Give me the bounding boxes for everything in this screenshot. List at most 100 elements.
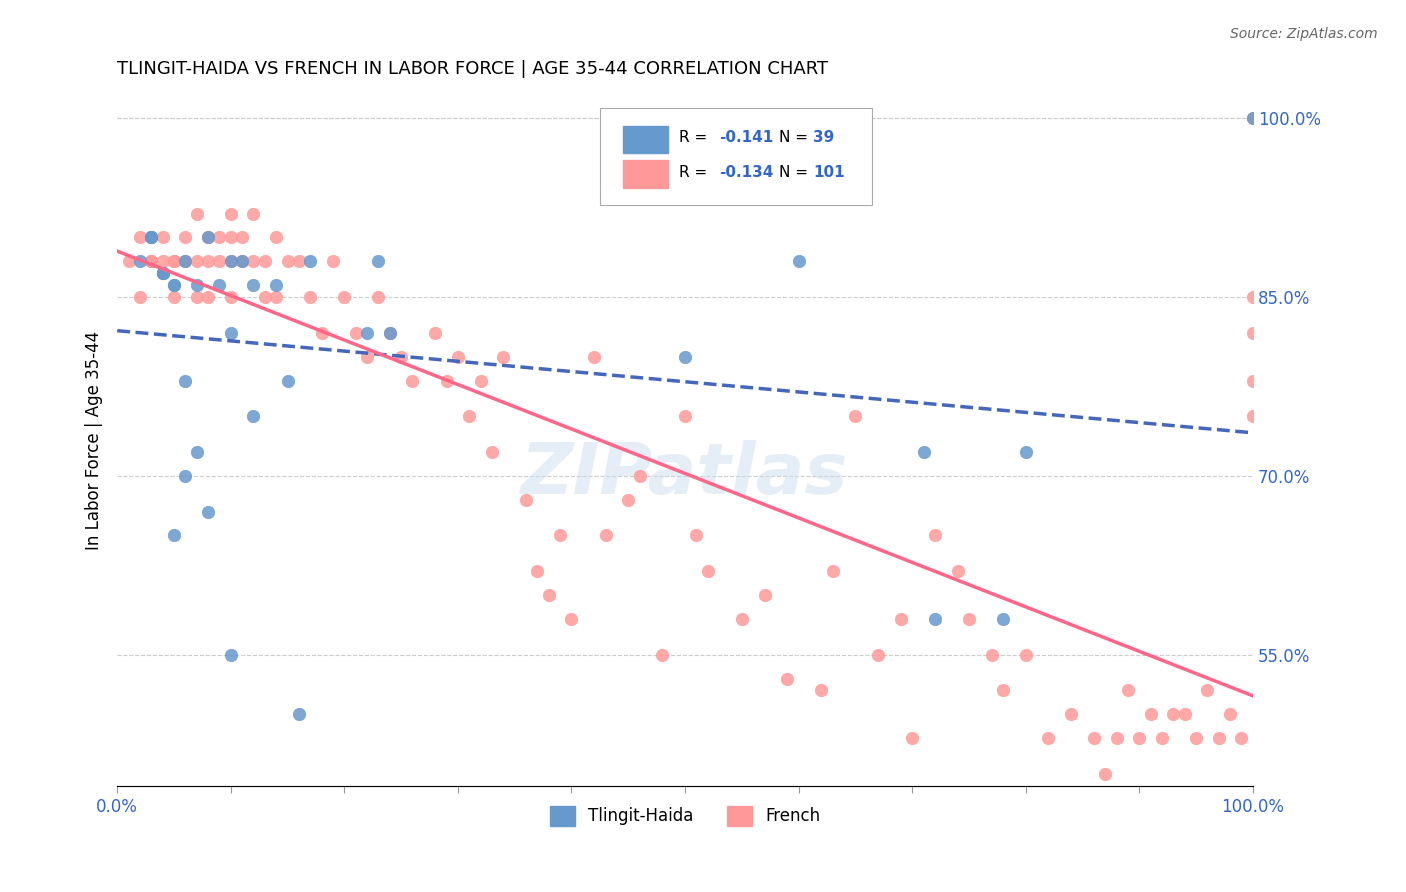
- Point: [1230, 731, 1253, 745]
- Point: [1241, 112, 1264, 126]
- Point: [673, 409, 696, 424]
- Point: [1139, 707, 1161, 722]
- Point: [1083, 731, 1105, 745]
- Point: [152, 266, 174, 280]
- Point: [264, 278, 287, 293]
- Point: [219, 648, 242, 662]
- Text: 39: 39: [813, 130, 835, 145]
- Point: [163, 254, 186, 268]
- Point: [208, 230, 231, 244]
- Point: [219, 230, 242, 244]
- Text: Source: ZipAtlas.com: Source: ZipAtlas.com: [1230, 27, 1378, 41]
- Point: [129, 230, 152, 244]
- Point: [174, 374, 197, 388]
- Point: [1241, 374, 1264, 388]
- Point: [991, 612, 1014, 626]
- Point: [583, 350, 606, 364]
- Point: [1060, 707, 1083, 722]
- Point: [163, 254, 186, 268]
- Point: [197, 230, 219, 244]
- Point: [163, 290, 186, 304]
- Point: [356, 326, 378, 340]
- Point: [163, 528, 186, 542]
- Point: [957, 612, 980, 626]
- Point: [1241, 326, 1264, 340]
- Point: [141, 254, 163, 268]
- Point: [197, 290, 219, 304]
- Point: [810, 683, 832, 698]
- FancyBboxPatch shape: [623, 160, 668, 187]
- Point: [141, 230, 163, 244]
- Point: [152, 266, 174, 280]
- Point: [141, 230, 163, 244]
- Point: [436, 374, 458, 388]
- Text: N =: N =: [779, 165, 813, 180]
- Text: R =: R =: [679, 165, 713, 180]
- Point: [1219, 707, 1241, 722]
- Point: [277, 374, 299, 388]
- Point: [1015, 445, 1038, 459]
- Point: [186, 254, 208, 268]
- Point: [174, 468, 197, 483]
- Point: [186, 206, 208, 220]
- Point: [152, 254, 174, 268]
- Point: [548, 528, 571, 542]
- Text: ZIPatlas: ZIPatlas: [522, 440, 849, 509]
- Point: [991, 683, 1014, 698]
- Point: [264, 230, 287, 244]
- Point: [242, 254, 264, 268]
- Point: [117, 254, 139, 268]
- Point: [1208, 731, 1230, 745]
- Point: [1185, 731, 1208, 745]
- Point: [696, 564, 718, 578]
- Point: [1038, 731, 1060, 745]
- Point: [924, 528, 946, 542]
- Point: [1094, 767, 1116, 781]
- Point: [980, 648, 1002, 662]
- Point: [197, 230, 219, 244]
- Point: [219, 254, 242, 268]
- Point: [776, 672, 799, 686]
- Point: [288, 254, 311, 268]
- Point: [174, 254, 197, 268]
- Point: [219, 326, 242, 340]
- Point: [1105, 731, 1128, 745]
- Point: [1174, 707, 1197, 722]
- Point: [1163, 707, 1185, 722]
- Point: [141, 230, 163, 244]
- Point: [197, 505, 219, 519]
- Point: [890, 612, 912, 626]
- FancyBboxPatch shape: [600, 108, 872, 205]
- Point: [492, 350, 515, 364]
- Text: -0.134: -0.134: [718, 165, 773, 180]
- Point: [344, 326, 367, 340]
- Point: [219, 290, 242, 304]
- Point: [299, 290, 322, 304]
- Point: [389, 350, 412, 364]
- Point: [673, 350, 696, 364]
- Point: [141, 254, 163, 268]
- Point: [367, 254, 389, 268]
- Point: [595, 528, 617, 542]
- Point: [1241, 290, 1264, 304]
- Point: [924, 612, 946, 626]
- Point: [186, 445, 208, 459]
- Point: [685, 528, 707, 542]
- Point: [242, 206, 264, 220]
- Point: [946, 564, 969, 578]
- Point: [901, 731, 924, 745]
- Point: [731, 612, 754, 626]
- Point: [617, 492, 640, 507]
- Point: [1015, 648, 1038, 662]
- Y-axis label: In Labor Force | Age 35-44: In Labor Force | Age 35-44: [86, 331, 103, 549]
- Point: [1116, 683, 1139, 698]
- Point: [219, 206, 242, 220]
- Text: TLINGIT-HAIDA VS FRENCH IN LABOR FORCE | AGE 35-44 CORRELATION CHART: TLINGIT-HAIDA VS FRENCH IN LABOR FORCE |…: [117, 60, 828, 78]
- Point: [470, 374, 492, 388]
- Point: [174, 254, 197, 268]
- Point: [481, 445, 503, 459]
- Point: [754, 588, 776, 602]
- Point: [186, 290, 208, 304]
- Point: [253, 254, 276, 268]
- Text: 101: 101: [813, 165, 845, 180]
